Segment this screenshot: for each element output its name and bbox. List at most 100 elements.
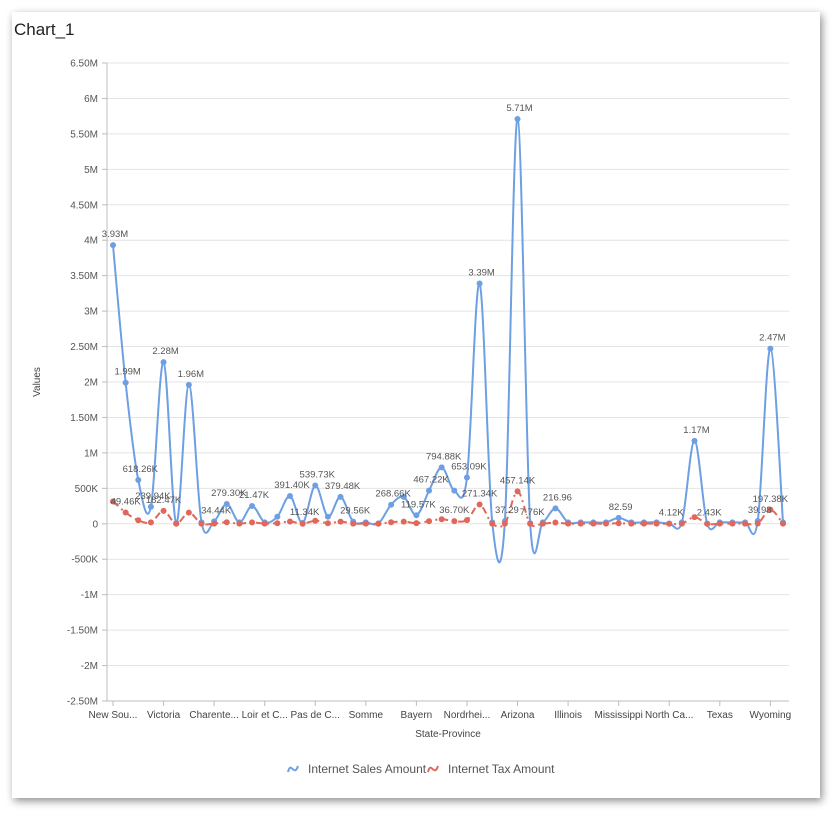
data-point <box>615 514 622 521</box>
data-point <box>312 482 319 489</box>
data-point <box>286 518 293 525</box>
data-point <box>463 517 470 524</box>
data-point <box>628 520 635 527</box>
y-tick-label: 0 <box>92 519 98 530</box>
y-tick-label: 5.50M <box>70 129 98 140</box>
data-point <box>223 500 230 507</box>
y-tick-label: 500K <box>75 484 99 495</box>
data-label: 2.28M <box>152 346 178 357</box>
y-tick-label: 6M <box>84 94 98 105</box>
data-label: 1.17M <box>683 425 709 436</box>
data-point <box>362 520 369 527</box>
data-point <box>236 520 243 527</box>
data-label: 268.66K <box>375 489 411 500</box>
data-point <box>185 381 192 388</box>
data-label: 279.30K <box>211 488 247 499</box>
axes: -2.50M -2M -1.50M -1M -500K 0 500K 1M 1.50M 2M 2.5… <box>32 59 791 741</box>
data-point <box>426 518 433 525</box>
y-tick-label: 6.50M <box>70 59 98 70</box>
data-label: 391.40K <box>274 480 310 491</box>
data-label: 618.26K <box>123 464 159 475</box>
data-point <box>754 520 761 527</box>
data-point <box>413 520 420 527</box>
data-label: 1.96M <box>178 369 204 380</box>
data-point <box>350 520 357 527</box>
x-tick-label: Somme <box>349 710 384 721</box>
data-point <box>274 520 281 527</box>
data-point <box>640 520 647 527</box>
data-point <box>729 520 736 527</box>
x-tick-label: Mississippi <box>594 710 642 721</box>
y-tick-label: -2M <box>81 661 98 672</box>
data-point <box>400 493 407 500</box>
y-axis-title: Values <box>32 367 43 397</box>
data-point <box>451 487 458 494</box>
y-tick-label: -2.50M <box>67 697 98 708</box>
legend-label: Internet Sales Amount <box>308 762 427 776</box>
legend-icon <box>287 765 299 773</box>
data-point <box>312 517 319 524</box>
data-point <box>615 520 622 527</box>
data-point <box>211 520 218 527</box>
data-point <box>590 520 597 527</box>
data-point <box>400 518 407 525</box>
x-tick-label: Charente... <box>189 710 238 721</box>
data-point <box>767 506 774 513</box>
data-point <box>286 493 293 500</box>
data-point <box>476 280 483 287</box>
data-point <box>110 242 116 249</box>
y-tick-label: -1.50M <box>67 626 98 637</box>
data-label: 4.12K <box>659 507 684 518</box>
data-point <box>375 520 382 527</box>
data-point <box>577 520 584 527</box>
data-point <box>426 487 433 494</box>
data-point <box>147 503 154 510</box>
y-tick-label: 2.50M <box>70 342 98 353</box>
data-label: 467.22K <box>413 475 449 486</box>
y-tick-label: 1M <box>84 448 98 459</box>
data-label: 21.47K <box>239 490 270 501</box>
data-labels: 3.93M 1.99M 618.26K 239.94K 2.28M 1.96M 34.44K… <box>102 103 789 519</box>
data-label: 39.98 <box>748 505 772 516</box>
data-point <box>261 520 268 527</box>
data-point <box>122 379 129 386</box>
data-point <box>716 520 723 527</box>
data-label: 3.93M <box>102 229 128 240</box>
y-tick-label: -500K <box>71 555 98 566</box>
data-point <box>122 509 129 516</box>
data-point <box>565 520 572 527</box>
legend: Internet Sales Amount Internet Tax Amount <box>287 762 555 776</box>
data-label: 457.14K <box>500 475 536 486</box>
data-point <box>388 501 395 508</box>
data-point <box>514 488 521 495</box>
y-tick-label: 3M <box>84 307 98 318</box>
x-tick-label: Texas <box>707 710 733 721</box>
data-point <box>135 517 142 524</box>
y-tick-label: 3.50M <box>70 271 98 282</box>
data-label: 3.39M <box>468 267 494 278</box>
data-point <box>451 518 458 525</box>
data-label: 37.29 <box>495 505 519 516</box>
data-point <box>780 520 786 527</box>
y-tick-label: 4M <box>84 236 98 247</box>
x-tick-label: New Sou... <box>89 710 138 721</box>
y-tick-label: 5M <box>84 165 98 176</box>
data-point <box>185 509 192 516</box>
data-point <box>514 116 521 123</box>
grid-lines <box>107 62 789 702</box>
data-point <box>274 513 281 520</box>
data-label: 1.99M <box>114 367 140 378</box>
data-point <box>501 520 508 527</box>
x-axis-title: State-Province <box>415 729 481 740</box>
data-point <box>539 520 546 527</box>
data-point <box>704 520 711 527</box>
data-point <box>173 520 180 527</box>
x-tick-label: Illinois <box>554 710 582 721</box>
data-point <box>249 502 256 509</box>
data-label: 2.47M <box>759 333 785 344</box>
data-point <box>438 516 445 523</box>
data-point <box>135 476 142 483</box>
data-point <box>527 520 534 527</box>
series-layer <box>110 116 786 564</box>
